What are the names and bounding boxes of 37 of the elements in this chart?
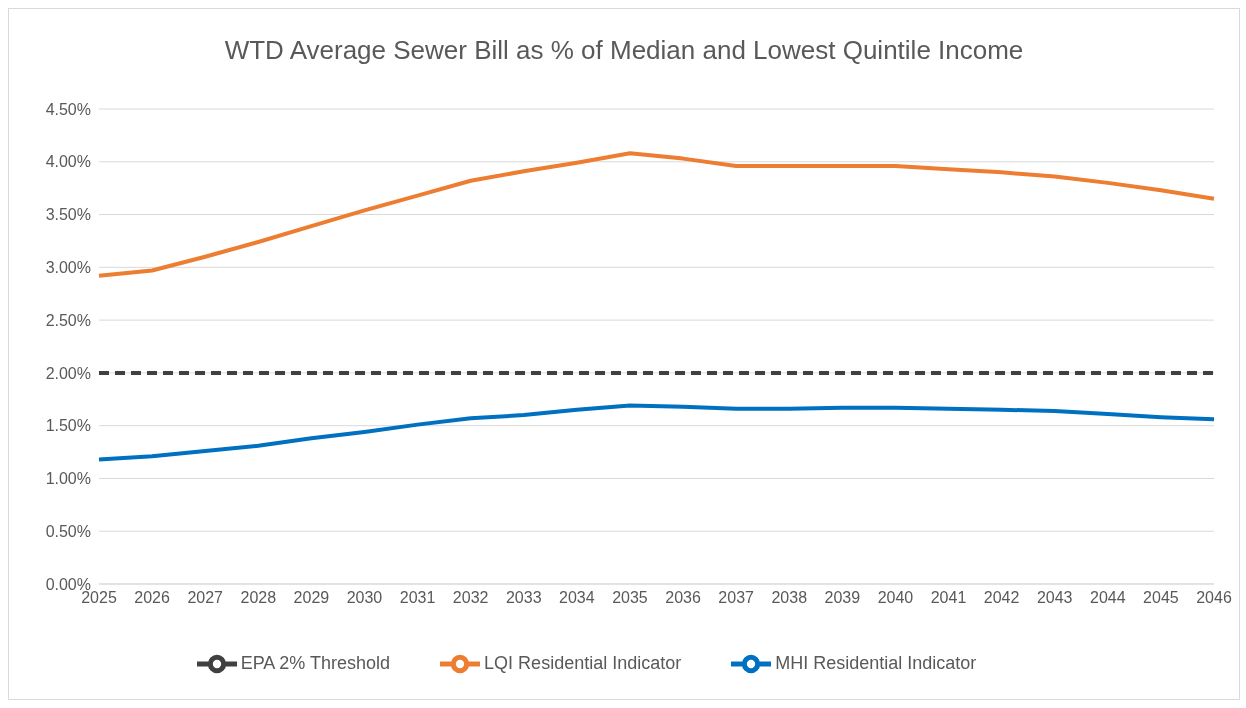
x-tick-label: 2042 (983, 589, 1020, 607)
x-tick-label: 2036 (665, 589, 701, 607)
chart-title: WTD Average Sewer Bill as % of Median and Lowest Quintile Income (223, 34, 1025, 67)
y-tick-label: 3.00% (45, 259, 91, 277)
x-tick-label: 2046 (1196, 589, 1232, 607)
y-tick-label: 2.50% (45, 311, 91, 329)
x-tick-label: 2032 (452, 589, 489, 607)
x-tick-label: 2033 (505, 589, 542, 607)
y-tick-label: 1.50% (45, 417, 91, 435)
x-tick-label: 2030 (346, 589, 383, 607)
x-tick-label: 2027 (187, 589, 224, 607)
y-tick-label: 4.00% (45, 153, 91, 171)
y-tick-label: 1.00% (45, 470, 91, 488)
x-tick-label: 2038 (771, 589, 808, 607)
y-tick-label: 2.00% (45, 364, 91, 382)
x-tick-label: 2031 (399, 589, 436, 607)
x-tick-label: 2028 (240, 589, 277, 607)
x-tick-label: 2043 (1036, 589, 1073, 607)
legend-label: EPA 2% Threshold (240, 652, 391, 673)
y-tick-label: 3.50% (45, 206, 91, 224)
y-tick-label: 4.50% (45, 100, 91, 118)
x-tick-label: 2040 (877, 589, 914, 607)
line-series (97, 151, 1216, 278)
legend-label: LQI Residential Indicator (484, 652, 682, 673)
x-tick-label: 2045 (1143, 589, 1179, 607)
x-tick-label: 2037 (718, 589, 755, 607)
x-tick-label: 2044 (1090, 589, 1126, 607)
y-tick-label: 0.50% (45, 522, 91, 540)
x-tick-label: 2039 (824, 589, 861, 607)
x-tick-label: 2041 (930, 589, 967, 607)
x-tick-label: 2029 (293, 589, 330, 607)
x-tick-label: 2035 (612, 589, 648, 607)
line-series (97, 403, 1216, 462)
legend-label: MHI Residential Indicator (775, 652, 977, 673)
x-tick-label: 2025 (81, 589, 117, 607)
x-tick-label: 2034 (559, 589, 595, 607)
x-tick-label: 2026 (134, 589, 170, 607)
